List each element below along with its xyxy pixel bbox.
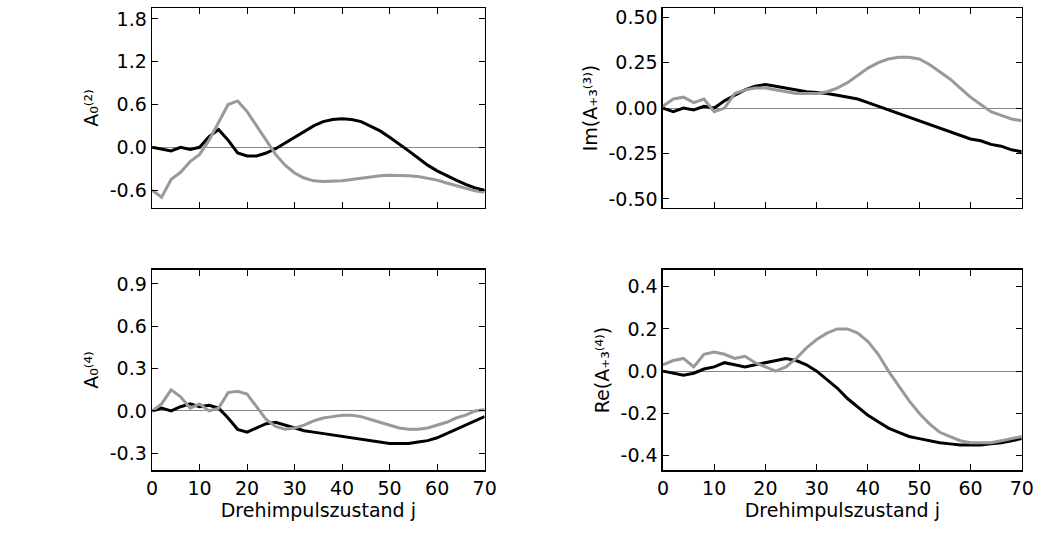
svg-text:30: 30	[805, 477, 829, 499]
svg-text:1.8: 1.8	[117, 7, 147, 29]
svg-text:0.0: 0.0	[117, 400, 147, 422]
svg-text:0.6: 0.6	[117, 93, 147, 115]
svg-text:10: 10	[188, 477, 212, 499]
svg-text:-0.6: -0.6	[110, 179, 147, 201]
svg-text:0: 0	[146, 477, 158, 499]
svg-text:0.25: 0.25	[615, 51, 657, 73]
svg-text:Im(A₊₃⁽³⁾): Im(A₊₃⁽³⁾)	[579, 65, 601, 152]
svg-text:0.2: 0.2	[627, 318, 657, 340]
svg-text:60: 60	[958, 477, 982, 499]
svg-text:60: 60	[425, 477, 449, 499]
svg-text:0.3: 0.3	[117, 357, 147, 379]
svg-text:0.50: 0.50	[615, 6, 657, 28]
svg-text:0.0: 0.0	[627, 360, 657, 382]
svg-text:50: 50	[378, 477, 402, 499]
svg-text:Re(A₊₃⁽⁴⁾): Re(A₊₃⁽⁴⁾)	[591, 327, 613, 413]
svg-text:A₀⁽⁴⁾: A₀⁽⁴⁾	[80, 351, 102, 389]
svg-text:A₀⁽²⁾: A₀⁽²⁾	[80, 89, 102, 127]
svg-text:0.4: 0.4	[627, 275, 657, 297]
svg-text:-0.4: -0.4	[621, 444, 658, 466]
svg-text:0: 0	[657, 477, 669, 499]
svg-text:1.2: 1.2	[117, 50, 147, 72]
svg-text:70: 70	[473, 477, 497, 499]
svg-text:40: 40	[330, 477, 354, 499]
svg-text:-0.2: -0.2	[621, 402, 658, 424]
svg-text:20: 20	[753, 477, 777, 499]
svg-text:70: 70	[1010, 477, 1034, 499]
svg-text:0.00: 0.00	[615, 97, 657, 119]
svg-text:30: 30	[283, 477, 307, 499]
svg-text:10: 10	[702, 477, 726, 499]
svg-text:0.9: 0.9	[117, 273, 147, 295]
svg-text:20: 20	[235, 477, 259, 499]
svg-text:-0.50: -0.50	[608, 188, 657, 210]
svg-text:Drehimpulszustand j: Drehimpulszustand j	[221, 499, 416, 521]
svg-text:0.6: 0.6	[117, 315, 147, 337]
svg-text:-0.25: -0.25	[608, 142, 657, 164]
svg-text:40: 40	[856, 477, 880, 499]
svg-text:50: 50	[907, 477, 931, 499]
svg-text:Drehimpulszustand j: Drehimpulszustand j	[745, 499, 940, 521]
svg-text:-0.3: -0.3	[110, 442, 147, 464]
svg-text:0.0: 0.0	[117, 136, 147, 158]
